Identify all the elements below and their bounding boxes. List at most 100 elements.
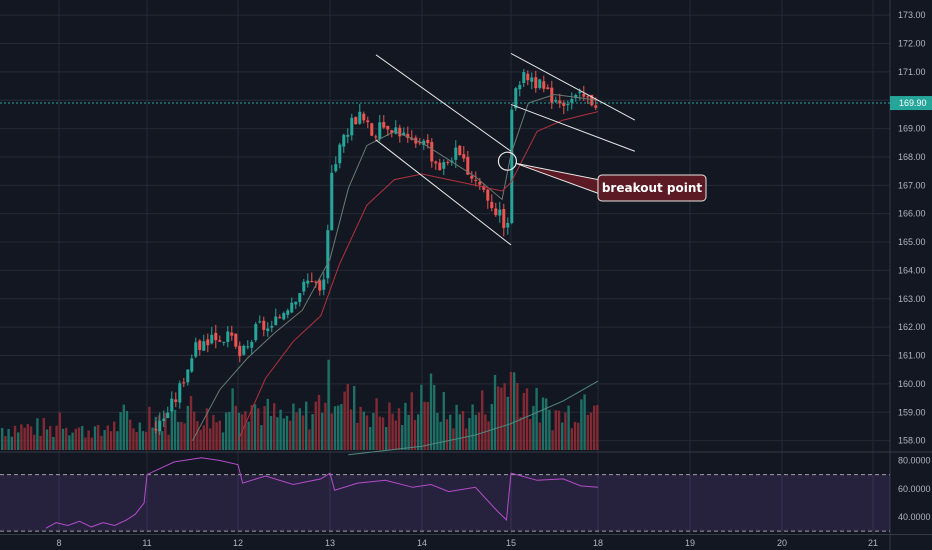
candle-body [186, 369, 189, 382]
volume-bar [350, 409, 352, 450]
volume-bar [411, 392, 413, 450]
volume-bar [343, 392, 345, 450]
volume-bar [219, 421, 221, 450]
volume-bar [228, 412, 230, 450]
volume-bar [407, 415, 409, 450]
volume-bar [279, 410, 281, 450]
volume-bar [423, 402, 425, 450]
volume-bar [449, 415, 451, 450]
volume-bar [100, 436, 102, 450]
volume-bar [289, 421, 291, 450]
volume-bar [401, 425, 403, 450]
volume-bar [583, 394, 585, 450]
volume-bar [417, 414, 419, 450]
volume-bar [199, 430, 201, 450]
volume-bar [487, 421, 489, 450]
candle-body [430, 142, 433, 162]
volume-bar [580, 399, 582, 450]
volume-bar [587, 415, 589, 450]
volume-bar [270, 416, 272, 450]
volume-bar [369, 427, 371, 450]
volume-bar [43, 418, 45, 450]
candle-body [490, 202, 493, 208]
candle-body [250, 342, 253, 348]
volume-bar [65, 428, 67, 450]
candle-body [190, 358, 193, 371]
candle-body [506, 223, 509, 227]
volume-bar [257, 408, 259, 450]
rsi-tick-label: 80.0000 [898, 455, 931, 465]
time-tick-label: 11 [142, 538, 151, 548]
volume-bar [174, 410, 176, 450]
volume-bar [459, 414, 461, 450]
rsi-tick-label: 40.0000 [898, 512, 931, 522]
price-tick-label: 161.00 [898, 351, 926, 361]
volume-bar [235, 406, 237, 450]
candle-body [282, 313, 285, 319]
volume-bar [375, 398, 377, 450]
candle-body [458, 146, 461, 155]
candle-body [338, 145, 341, 164]
candle-body [178, 383, 181, 402]
volume-bar [414, 420, 416, 450]
candle-body [194, 342, 197, 356]
candle-body [426, 140, 429, 143]
volume-bar [436, 413, 438, 450]
volume-bar [574, 422, 576, 450]
volume-bar [500, 388, 502, 450]
volume-bar [71, 433, 73, 450]
volume-bar [558, 411, 560, 450]
candle-body [378, 122, 381, 138]
candle-body [270, 326, 273, 328]
volume-bar [526, 388, 528, 450]
volume-bar [523, 393, 525, 450]
volume-bar [555, 410, 557, 450]
volume-bar [113, 422, 115, 450]
candle-body [350, 118, 353, 136]
candle-body [354, 117, 357, 124]
price-tick-label: 171.00 [898, 67, 926, 77]
volume-bar [596, 405, 598, 450]
volume-bar [308, 429, 310, 450]
time-tick-label: 8 [56, 538, 61, 548]
volume-bar [126, 411, 128, 450]
price-tick-label: 164.00 [898, 265, 926, 275]
volume-bar [455, 405, 457, 450]
volume-bar [68, 435, 70, 450]
candle-body [170, 399, 173, 412]
volume-bar [49, 426, 51, 450]
volume-bar [327, 360, 329, 450]
volume-bar [145, 432, 147, 450]
candle-body [438, 163, 441, 170]
volume-bar [462, 411, 464, 450]
volume-bar [334, 406, 336, 450]
candle-body [174, 399, 177, 401]
volume-bar [135, 432, 137, 450]
candle-body [222, 342, 225, 343]
candle-body [594, 105, 597, 107]
time-tick-label: 13 [325, 538, 335, 548]
time-tick-label: 18 [593, 538, 603, 548]
volume-bar [356, 423, 358, 450]
volume-bar [590, 413, 592, 450]
volume-bar [299, 408, 301, 450]
candle-body [546, 87, 549, 89]
volume-bar [340, 404, 342, 450]
volume-bar [465, 429, 467, 450]
volume-bar [311, 414, 313, 450]
volume-bar [567, 406, 569, 450]
candle-body [266, 328, 269, 331]
volume-bar [87, 430, 89, 450]
candle-body [254, 324, 257, 340]
volume-bar [404, 403, 406, 450]
candle-body [446, 162, 449, 163]
price-tick-label: 158.00 [898, 436, 926, 446]
volume-bar [481, 390, 483, 450]
candle-body [166, 413, 169, 418]
volume-bar [212, 415, 214, 450]
candle-body [182, 382, 185, 383]
price-tick-label: 168.00 [898, 152, 926, 162]
candle-body [478, 182, 481, 185]
volume-bar [347, 384, 349, 450]
price-tick-label: 162.00 [898, 322, 926, 332]
